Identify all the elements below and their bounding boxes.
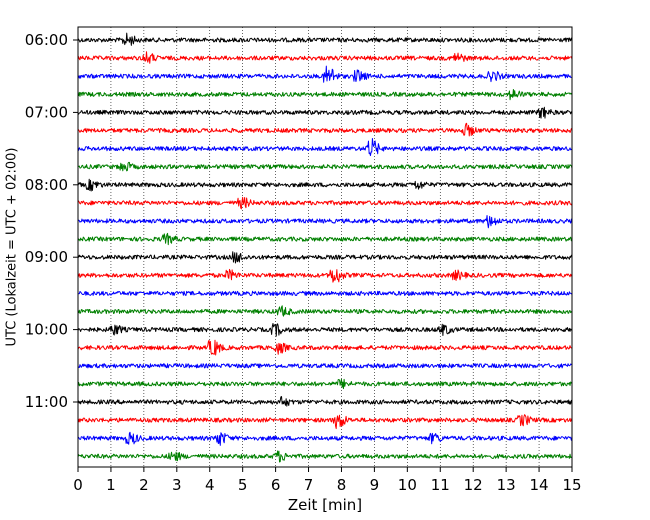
trace-line xyxy=(77,251,573,264)
x-tick-label: 0 xyxy=(73,476,83,494)
trace-line xyxy=(77,122,573,137)
trace-line xyxy=(77,32,573,46)
trace-line xyxy=(77,215,573,229)
trace-line xyxy=(77,88,573,101)
y-tick-label: 10:00 xyxy=(25,321,68,339)
y-tick-label: 09:00 xyxy=(25,248,68,266)
x-tick-label: 14 xyxy=(530,476,549,494)
y-tick-label: 11:00 xyxy=(25,393,68,411)
trace-line xyxy=(77,378,573,390)
x-axis-ticks: 0 1 2 3 4 5 6 7 8 9 10 11 12 13 14 15 xyxy=(73,467,582,494)
x-tick-label: 15 xyxy=(562,476,581,494)
trace-line xyxy=(77,339,573,356)
x-tick-label: 1 xyxy=(106,476,116,494)
x-tick-label: 10 xyxy=(398,476,417,494)
trace-line xyxy=(77,106,573,119)
x-tick-label: 7 xyxy=(304,476,314,494)
trace-line xyxy=(77,178,573,192)
trace-line xyxy=(77,138,573,157)
y-axis-label: UTC (Lokalzeit = UTC + 02:00) xyxy=(5,148,20,347)
x-axis-label: Zeit [min] xyxy=(288,496,362,514)
trace-line xyxy=(77,414,573,430)
y-tick-label: 06:00 xyxy=(25,31,68,49)
plot-frame xyxy=(77,26,573,468)
y-tick-label: 07:00 xyxy=(25,103,68,121)
trace-line xyxy=(77,431,573,446)
x-tick-label: 9 xyxy=(370,476,380,494)
x-tick-label: 13 xyxy=(497,476,516,494)
trace-group xyxy=(77,32,573,463)
trace-line xyxy=(77,305,573,317)
x-tick-label: 12 xyxy=(464,476,483,494)
trace-line xyxy=(77,290,573,296)
y-axis-ticks: 06:00 07:00 08:00 09:00 10:00 11:00 xyxy=(25,31,78,411)
trace-line xyxy=(77,323,573,337)
trace-line xyxy=(77,396,573,407)
trace-line xyxy=(77,65,573,83)
x-tick-label: 5 xyxy=(238,476,248,494)
x-tick-label: 8 xyxy=(337,476,347,494)
x-tick-label: 4 xyxy=(205,476,215,494)
trace-line xyxy=(77,51,573,64)
trace-line xyxy=(77,196,573,210)
x-tick-label: 3 xyxy=(172,476,182,494)
x-tick-label: 6 xyxy=(271,476,281,494)
trace-line xyxy=(77,363,573,369)
trace-line xyxy=(77,161,573,172)
trace-line xyxy=(77,232,573,246)
x-tick-label: 2 xyxy=(139,476,149,494)
y-tick-label: 08:00 xyxy=(25,176,68,194)
x-tick-label: 11 xyxy=(431,476,450,494)
trace-line xyxy=(77,268,573,283)
trace-line xyxy=(77,450,573,463)
